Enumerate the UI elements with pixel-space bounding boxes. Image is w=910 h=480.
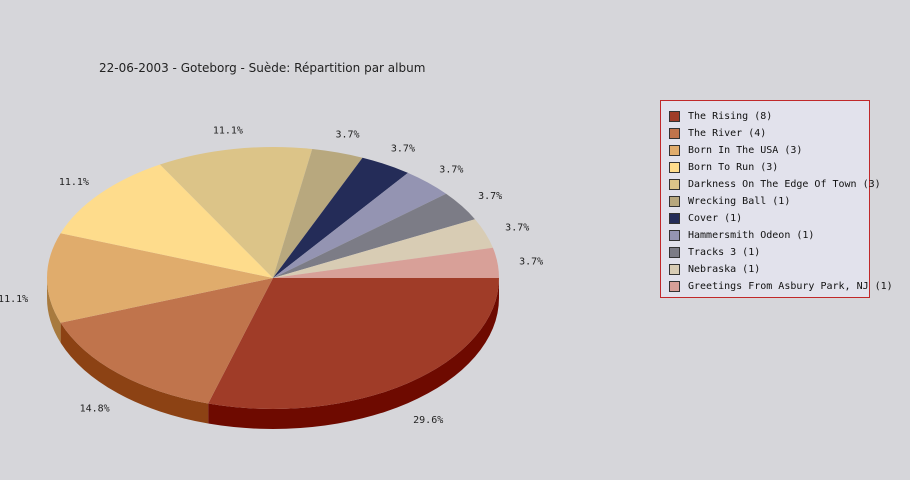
legend-swatch [669,230,680,241]
legend-swatch [669,264,680,275]
pie-slice-the-river[interactable] [60,278,273,404]
pie-label-nebraska: 3.7% [505,222,529,233]
pie-depth [47,278,499,429]
pie-slice-cover[interactable] [273,157,408,278]
legend-swatch [669,128,680,139]
legend-label: Greetings From Asbury Park, NJ (1) [688,281,893,292]
pie-slice-darkness-on-the-edge-of-town[interactable] [160,147,313,278]
pie-label-the-river: 14.8% [80,404,110,415]
legend-label: Nebraska (1) [688,264,761,275]
pie-slice-born-in-the-usa[interactable] [47,233,274,323]
legend-swatch [669,196,680,207]
pie-slice-the-rising[interactable] [208,278,499,409]
pie-label-darkness-on-the-edge-of-town: 11.1% [213,126,243,137]
pie-label-born-to-run: 11.1% [59,177,89,188]
pie-label-wrecking-ball: 3.7% [335,130,359,141]
pie-label-greetings-from-asbury-park-nj: 3.7% [519,257,543,268]
pie-slice-wrecking-ball[interactable] [273,148,363,278]
legend-label: Cover (1) [688,213,743,224]
legend-swatch [669,145,680,156]
pie-label-hammersmith-odeon: 3.7% [439,164,463,175]
legend-item-greetings-from-asbury-park-nj: Greetings From Asbury Park, NJ (1) [661,278,893,295]
pie-side-born-in-the-usa [47,278,61,343]
pie-label-tracks-3: 3.7% [478,191,502,202]
pie-slice-nebraska[interactable] [273,219,493,278]
pie-slice-greetings-from-asbury-park-nj[interactable] [273,247,499,278]
legend-label: Wrecking Ball (1) [688,196,791,207]
pie-slice-tracks-3[interactable] [273,193,475,278]
legend-swatch [669,179,680,190]
legend-item-darkness-on-the-edge-of-town: Darkness On The Edge Of Town (3) [661,176,881,193]
legend-swatch [669,213,680,224]
legend-item-born-to-run: Born To Run (3) [661,159,869,176]
legend-swatch [669,162,680,173]
pie-side-the-river [60,322,209,424]
legend: The Rising (8) The River (4) Born In The U… [660,100,893,298]
pie-labels: 29.6% 14.8% 11.1% 11.1% 11.1% 3.7% 3.7% 3.7% 3.7… [0,126,543,426]
legend-label: Hammersmith Odeon (1) [688,230,815,241]
pie-slices [47,147,499,409]
legend-item-born-in-the-usa: Born In The USA (3) [661,142,869,159]
legend-label: Darkness On The Edge Of Town (3) [688,179,881,190]
legend-item-the-rising: The Rising (8) [661,108,869,125]
pie-side-the-rising [208,278,499,429]
legend-swatch [669,281,680,292]
pie-slice-hammersmith-odeon[interactable] [273,172,447,278]
legend-swatch [669,111,680,122]
legend-item-wrecking-ball: Wrecking Ball (1) [661,193,869,210]
chart-title: 22-06-2003 - Goteborg - Suède: Répartiti… [99,61,426,75]
legend-item-hammersmith-odeon: Hammersmith Odeon (1) [661,227,869,244]
legend-label: The River (4) [688,128,767,139]
pie-label-born-in-the-usa: 11.1% [0,294,28,305]
legend-label: The Rising (8) [688,111,773,122]
pie-label-cover: 3.7% [391,144,415,155]
legend-item-nebraska: Nebraska (1) [661,261,869,278]
legend-item-tracks-3: Tracks 3 (1) [661,244,869,261]
legend-label: Born In The USA (3) [688,145,803,156]
pie-label-the-rising: 29.6% [413,415,443,426]
legend-swatch [669,247,680,258]
pie-slice-born-to-run[interactable] [60,164,273,278]
legend-item-cover: Cover (1) [661,210,869,227]
legend-label: Tracks 3 (1) [688,247,761,258]
legend-label: Born To Run (3) [688,162,779,173]
legend-item-the-river: The River (4) [661,125,869,142]
